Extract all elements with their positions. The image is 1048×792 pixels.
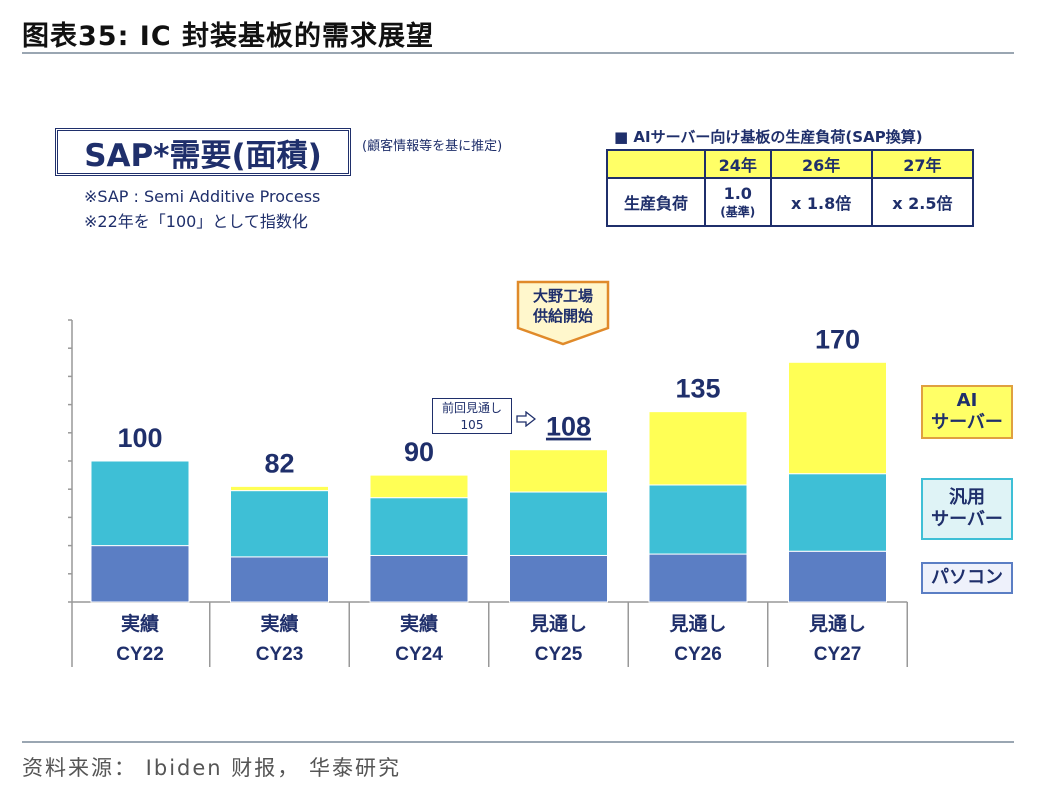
load-table-corner <box>606 149 706 179</box>
source-note: 资料来源： Ibiden 财报， 华泰研究 <box>22 756 401 780</box>
legend-general-line-1: 汎用 <box>948 487 985 508</box>
previous-forecast-box: 前回見通し 105 <box>432 398 512 434</box>
legend-general-server: 汎用 サーバー <box>921 478 1013 540</box>
bar-total-label: 135 <box>675 374 720 404</box>
category-year-label: CY27 <box>814 644 862 665</box>
bar-segment <box>788 550 887 603</box>
load-table-col-26: 26年 <box>769 149 873 179</box>
bar-segment <box>369 497 469 556</box>
bar-segment <box>509 554 608 603</box>
legend-ai-server: AI サーバー <box>921 385 1013 439</box>
baseline-note: (基準) <box>720 205 756 219</box>
category-status-label: 実績 <box>260 612 298 635</box>
bar-segment <box>369 474 469 499</box>
bar-segment <box>230 485 329 492</box>
category-year-label: CY25 <box>535 644 583 665</box>
callout-line-2: 供給開始 <box>532 307 593 325</box>
category-status-label: 見通し <box>530 613 587 635</box>
bar-segment <box>230 556 329 603</box>
load-table-col-24: 24年 <box>704 149 772 179</box>
category-status-label: 実績 <box>400 612 438 635</box>
definition-index: ※22年を「100」として指数化 <box>84 212 308 231</box>
callout-shape <box>516 280 610 346</box>
legend-general-line-2: サーバー <box>931 509 1003 530</box>
bar-segment <box>369 554 469 603</box>
bar-segment <box>648 553 748 603</box>
load-table: 24年 26年 27年 生産負荷 1.0 (基準) x 1.8倍 x 2.5倍 <box>606 149 975 227</box>
arrow-right-icon <box>516 411 536 427</box>
category-status-label: 見通し <box>809 613 866 635</box>
category-year-label: CY26 <box>674 644 722 665</box>
title-rule <box>22 52 1014 54</box>
load-table-col-27: 27年 <box>870 149 975 179</box>
definition-sap: ※SAP : Semi Additive Process <box>84 187 321 206</box>
bar-segment <box>788 361 887 475</box>
load-value-26: x 1.8倍 <box>769 177 873 227</box>
bar-segment <box>788 473 887 552</box>
load-value-27: x 2.5倍 <box>870 177 975 227</box>
bar-total-label: 108 <box>546 412 591 442</box>
bar-total-label: 90 <box>404 437 434 467</box>
legend-ai-line-1: AI <box>956 390 978 411</box>
bar-segment <box>648 411 748 486</box>
load-table-title: ■ AIサーバー向け基板の生産負荷(SAP換算) <box>614 128 923 146</box>
category-year-label: CY22 <box>116 644 164 665</box>
sap-note: (顧客情報等を基に推定) <box>362 139 503 154</box>
bar-segment <box>509 449 608 493</box>
bar-segment <box>648 484 748 555</box>
load-table-cell-24: 1.0 (基準) <box>704 177 772 227</box>
bar-segment <box>90 460 190 547</box>
sap-title-box: SAP*需要(面積) <box>55 128 351 176</box>
legend-pc: パソコン <box>921 562 1013 594</box>
callout-text: 大野工場 供給開始 <box>516 286 610 326</box>
bar-segment <box>509 491 608 556</box>
previous-forecast-value: 105 <box>460 418 484 432</box>
category-status-label: 見通し <box>669 613 726 635</box>
callout-line-1: 大野工場 <box>532 287 593 305</box>
previous-forecast-label: 前回見通し <box>441 401 502 415</box>
load-value-24: 1.0 <box>723 184 752 203</box>
legend-pc-label: パソコン <box>931 567 1003 588</box>
bar-total-label: 100 <box>117 423 162 453</box>
bar-total-label: 170 <box>815 324 860 354</box>
load-table-row-label: 生産負荷 <box>606 177 706 227</box>
footer-rule <box>22 741 1014 743</box>
bar-segment <box>230 490 329 558</box>
category-status-label: 実績 <box>121 612 159 635</box>
bar-total-label: 82 <box>264 448 294 478</box>
category-year-label: CY23 <box>256 644 304 665</box>
bar-segment <box>90 545 190 603</box>
legend-ai-line-2: サーバー <box>931 412 1003 433</box>
figure-title: 图表35: IC 封装基板的需求展望 <box>22 21 435 52</box>
category-year-label: CY24 <box>395 644 443 665</box>
